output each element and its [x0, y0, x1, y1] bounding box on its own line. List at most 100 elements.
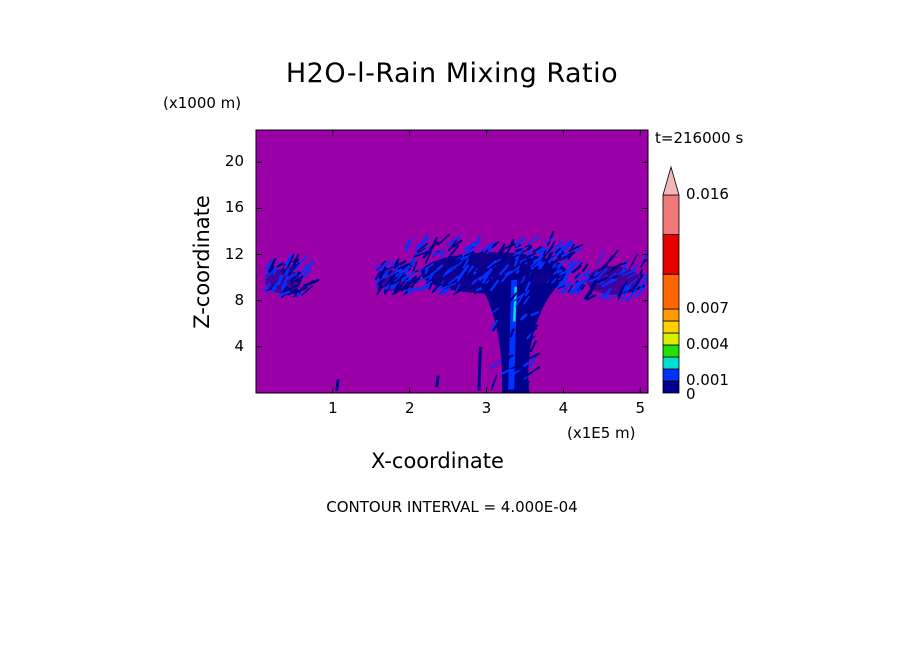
column-speckle — [525, 381, 530, 387]
anvil-speckle — [559, 266, 573, 276]
column-speckle — [524, 289, 530, 296]
mid-left-cell-speckle — [389, 273, 396, 284]
anvil-speckle — [573, 247, 582, 253]
anvil-speckle — [568, 243, 584, 252]
right-cell-speckle — [603, 292, 610, 300]
anvil-speckle — [554, 247, 562, 254]
anvil-speckle — [552, 262, 557, 269]
colorbar-bin — [662, 320, 680, 334]
anvil-speckle — [506, 266, 521, 277]
column-speckle — [523, 295, 530, 305]
anvil-speckle — [487, 243, 494, 252]
rain-core-max — [513, 286, 518, 322]
column-speckle — [520, 301, 537, 312]
right-cell-speckle — [607, 293, 615, 301]
colorbar-tick-label: 0.001 — [686, 371, 729, 389]
left-cell-speckle — [276, 261, 285, 268]
colorbar-bin — [662, 332, 680, 346]
left-cell-speckle — [286, 273, 298, 280]
anvil-speckle — [569, 259, 582, 268]
right-cell-speckle — [639, 269, 643, 276]
right-cell-speckle — [624, 286, 641, 294]
x-tick-label: 2 — [404, 399, 415, 417]
column-speckle — [489, 360, 501, 370]
anvil-speckle — [411, 261, 418, 274]
left-cell-speckle — [289, 285, 294, 292]
anvil-speckle — [555, 264, 562, 273]
anvil-speckle — [418, 273, 434, 283]
anvil-speckle — [455, 283, 461, 292]
column-speckle — [524, 366, 540, 378]
column-speckle — [524, 352, 540, 361]
left-cell-speckle — [287, 287, 298, 296]
left-cell-speckle — [270, 280, 280, 295]
anvil-speckle — [511, 254, 520, 259]
right-cell-speckle — [585, 269, 591, 277]
anvil-speckle — [544, 269, 551, 274]
column-speckle — [489, 279, 499, 292]
right-cell-speckle — [608, 249, 619, 262]
column-speckle — [490, 374, 498, 390]
y-axis-unit: (x1000 m) — [163, 94, 242, 112]
column-speckle — [509, 328, 515, 338]
anvil-speckle — [453, 259, 466, 269]
anvil-speckle — [408, 280, 418, 290]
right-cell-speckle — [632, 285, 640, 291]
left-cell-speckle — [301, 285, 313, 296]
colorbar-bin — [662, 380, 680, 394]
y-tick-label: 20 — [224, 152, 244, 171]
x-tick-label: 4 — [558, 399, 569, 417]
anvil-speckle — [544, 235, 555, 245]
right-cell-speckle — [602, 277, 614, 287]
mid-left-cell-speckle — [377, 278, 386, 286]
anvil-speckle — [409, 257, 416, 266]
left-cell-speckle — [290, 271, 301, 282]
anvil-speckle — [555, 240, 564, 249]
anvil-speckle — [464, 241, 477, 251]
anvil-speckle — [440, 282, 457, 290]
left-cell-speckle — [296, 277, 302, 283]
right-cell-speckle — [581, 263, 589, 273]
low-streak — [335, 378, 340, 391]
column-speckle — [493, 293, 508, 302]
right-cell-speckle — [616, 290, 624, 302]
anvil-speckle — [525, 245, 533, 252]
left-cell-speckle — [304, 260, 315, 268]
low-streak — [477, 346, 482, 391]
left-cell-speckle — [280, 267, 285, 273]
column-speckle — [505, 292, 518, 306]
y-tick-label: 4 — [234, 336, 244, 355]
left-cell-speckle — [272, 287, 278, 292]
anvil-speckle — [453, 285, 467, 296]
right-cell-speckle — [620, 285, 631, 301]
column-speckle — [491, 307, 499, 314]
colorbar-bin — [662, 234, 680, 275]
column-speckle — [515, 293, 524, 307]
left-cell-speckle — [278, 290, 292, 297]
anvil-speckle — [552, 269, 563, 276]
anvil-speckle — [425, 277, 434, 285]
left-cell-speckle — [287, 258, 300, 272]
contour-interval-label: CONTOUR INTERVAL = 4.000E-04 — [326, 498, 578, 516]
anvil-speckle — [524, 244, 531, 248]
x-tick-label: 3 — [481, 399, 492, 417]
anvil-speckle — [440, 288, 446, 294]
column-speckle — [504, 339, 510, 344]
column-speckle — [517, 331, 531, 345]
anvil-speckle — [557, 250, 564, 259]
anvil-speckle — [448, 256, 458, 265]
anvil-speckle — [474, 267, 482, 273]
anvil-speckle — [556, 285, 566, 290]
right-cell-speckle — [588, 277, 598, 283]
colorbar-tick-label: 0.004 — [686, 335, 729, 353]
column-speckle — [506, 354, 514, 360]
anvil-speckle — [507, 272, 524, 281]
anvil-speckle — [463, 251, 475, 257]
anvil-speckle — [569, 289, 577, 294]
mid-left-cell-speckle — [397, 266, 408, 279]
anvil-speckle — [515, 247, 523, 253]
anvil-speckle — [550, 251, 562, 261]
anvil-speckle — [512, 252, 519, 257]
anvil-speckle — [431, 283, 440, 294]
colorbar-bin — [662, 344, 680, 358]
